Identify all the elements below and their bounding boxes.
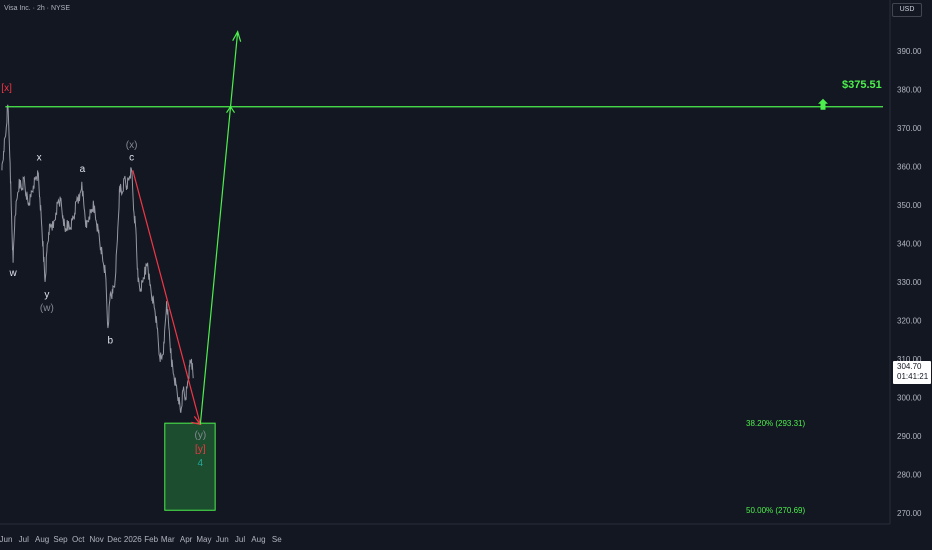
wave-label: b [107,336,113,347]
bullish-arrowhead [232,30,242,42]
x-tick-label: Jun [216,535,229,544]
wave-label: (w) [40,303,54,314]
x-tick-label: Jul [19,535,29,544]
y-tick-label: 280.00 [897,470,922,479]
current-price-badge: 304.70 01:41:21 [893,361,931,384]
y-tick-label: 330.00 [897,278,922,287]
target-zone [164,422,216,511]
price-series-line [1,104,194,413]
fib-level-label: 50.00% (270.69) [746,506,805,515]
currency-button[interactable]: USD [892,3,922,17]
x-tick-label: May [196,535,211,544]
x-tick-label: Aug [35,535,49,544]
chart-title: Visa Inc. · 2h · NYSE [4,5,71,12]
x-tick-label: Jun [0,535,12,544]
y-tick-label: 270.00 [897,509,922,518]
x-tick-label: Nov [90,535,104,544]
wave-label: (y) [195,430,207,441]
x-tick-label: Oct [72,535,85,544]
wave-label: [y] [195,444,206,455]
up-arrow-icon [818,98,828,110]
bearish-projection-line [132,170,201,425]
wave-label: 4 [198,458,204,469]
bar-countdown: 01:41:21 [897,372,929,381]
wave-label: w [8,268,17,279]
y-tick-label: 290.00 [897,432,922,441]
y-tick-label: 310.00 [897,355,922,364]
wave-label: [x] [1,83,12,94]
x-tick-label: Feb [144,535,158,544]
y-tick-label: 340.00 [897,239,922,248]
x-tick-label: Dec [107,535,121,544]
x-tick-label: Apr [180,535,193,544]
bullish-projection-line [199,31,239,425]
wave-label: c [129,153,134,164]
y-tick-label: 370.00 [897,124,922,133]
x-tick-label: Se [272,535,282,544]
x-tick-label: Aug [251,535,265,544]
x-tick-label: 2026 [124,535,142,544]
x-tick-label: Sep [53,535,68,544]
wave-label: y [44,289,49,300]
x-tick-label: Mar [161,535,175,544]
target-price-label: $375.51 [842,79,882,91]
fib-level-label: 38.20% (293.31) [746,419,805,428]
target-intersection-marker [226,105,236,114]
wave-label: (x) [126,140,138,151]
y-tick-label: 380.00 [897,85,922,94]
wave-label: a [80,164,86,175]
y-tick-label: 350.00 [897,201,922,210]
y-tick-label: 300.00 [897,393,922,402]
wave-label: x [37,153,42,164]
y-tick-label: 360.00 [897,162,922,171]
current-price: 304.70 [897,362,922,371]
x-tick-label: Jul [235,535,245,544]
y-tick-label: 320.00 [897,316,922,325]
y-tick-label: 390.00 [897,47,922,56]
